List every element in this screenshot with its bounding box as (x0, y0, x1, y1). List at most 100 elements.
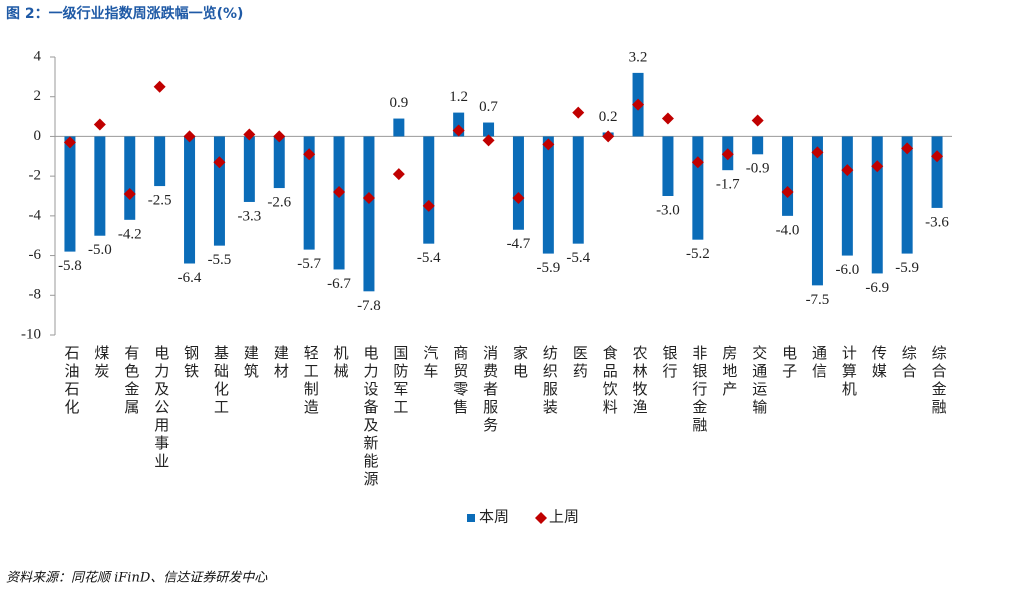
x-tick-label: 消费者服务 (481, 345, 498, 435)
value-label: -3.6 (925, 214, 949, 230)
value-label: -2.5 (148, 193, 172, 209)
x-tick-label: 电力及公用事业 (152, 345, 169, 471)
legend-label: 上周 (549, 508, 579, 525)
x-tick-label: 商贸零售 (451, 345, 468, 417)
marker (452, 124, 465, 137)
y-tick-label: -8 (29, 287, 42, 303)
value-label: -4.7 (507, 236, 531, 252)
y-tick-label: -6 (29, 247, 42, 263)
x-tick-label: 石油石化 (63, 345, 80, 417)
marker (333, 186, 346, 199)
y-tick-label: -2 (29, 168, 42, 184)
bar (213, 136, 225, 246)
legend-label: 本周 (479, 508, 509, 525)
bar (483, 122, 495, 137)
marker (512, 191, 525, 204)
marker (183, 130, 196, 143)
value-label: -7.8 (357, 298, 381, 314)
bar (512, 136, 524, 230)
x-tick-label: 有色金属 (122, 345, 139, 417)
x-tick-label: 汽车 (421, 345, 438, 381)
bar (303, 136, 315, 250)
marker (811, 146, 824, 159)
bar (423, 136, 435, 244)
x-tick-label: 钢铁 (182, 345, 199, 381)
value-label: -5.8 (58, 258, 82, 274)
marker (542, 138, 555, 151)
value-label: -7.5 (806, 292, 830, 308)
value-label: -4.0 (776, 222, 800, 238)
marker (303, 148, 316, 161)
source-note: 资料来源：同花顺 iFinD、信达证券研发中心 (6, 571, 268, 586)
legend-swatch (467, 514, 475, 522)
bar (273, 136, 285, 189)
marker (632, 98, 645, 111)
value-label: -6.4 (178, 270, 202, 286)
x-tick-label: 医药 (571, 345, 588, 381)
bar (811, 136, 823, 286)
y-tick-label: 4 (34, 48, 42, 64)
bar (662, 136, 674, 196)
x-tick-label: 电力设备及新能源 (362, 345, 379, 489)
value-label: -6.7 (327, 276, 351, 292)
marker (572, 106, 585, 119)
y-tick-label: 2 (34, 88, 42, 104)
bar (931, 136, 943, 208)
value-label: -3.0 (656, 202, 680, 218)
bar (243, 136, 255, 202)
y-tick-label: -10 (21, 326, 41, 342)
bar (363, 136, 375, 292)
x-tick-label: 煤炭 (92, 345, 109, 381)
value-label: -5.4 (417, 250, 441, 266)
marker (661, 112, 674, 125)
marker (123, 188, 136, 201)
y-tick-label: -4 (29, 207, 42, 223)
bar (64, 136, 76, 252)
bar (94, 136, 106, 236)
marker (781, 186, 794, 199)
value-label: 0.9 (389, 95, 408, 111)
marker (273, 130, 286, 143)
marker (243, 128, 256, 141)
x-tick-label: 传媒 (870, 345, 887, 381)
marker (153, 80, 166, 93)
marker (93, 118, 106, 131)
bar (782, 136, 794, 216)
x-tick-label: 综合金融 (930, 345, 947, 417)
value-label: -5.9 (895, 260, 919, 276)
value-label: -5.2 (686, 246, 710, 262)
value-label: -6.0 (835, 262, 859, 278)
marker (691, 156, 704, 169)
bar (901, 136, 913, 254)
value-label: -6.9 (865, 280, 889, 296)
bar (154, 136, 166, 187)
x-tick-label: 综合 (900, 345, 917, 381)
marker (871, 160, 884, 173)
value-label: 0.7 (479, 99, 498, 115)
marker (841, 164, 854, 177)
marker (901, 142, 914, 155)
bar (333, 136, 345, 270)
value-label: -5.5 (208, 252, 232, 268)
value-label: 0.2 (599, 109, 618, 125)
x-tick-label: 纺织服装 (541, 345, 558, 417)
value-label: -2.6 (267, 194, 291, 210)
marker (422, 199, 435, 212)
value-label: 1.2 (449, 89, 468, 105)
bar (542, 136, 554, 254)
x-tick-label: 机械 (332, 345, 349, 381)
y-tick-label: 0 (34, 128, 42, 144)
x-tick-label: 交通运输 (750, 344, 767, 417)
x-tick-label: 非银行金融 (690, 345, 707, 435)
x-tick-label: 通信 (810, 345, 827, 381)
value-label: -0.9 (746, 161, 770, 177)
x-tick-label: 银行 (661, 345, 678, 381)
value-label: -3.3 (237, 208, 261, 224)
x-tick-label: 基础化工 (212, 345, 229, 417)
marker (482, 134, 495, 147)
x-tick-label: 建筑 (242, 345, 259, 381)
value-label: 3.2 (629, 49, 648, 65)
value-label: -5.7 (297, 256, 321, 272)
value-label: -5.9 (536, 260, 560, 276)
